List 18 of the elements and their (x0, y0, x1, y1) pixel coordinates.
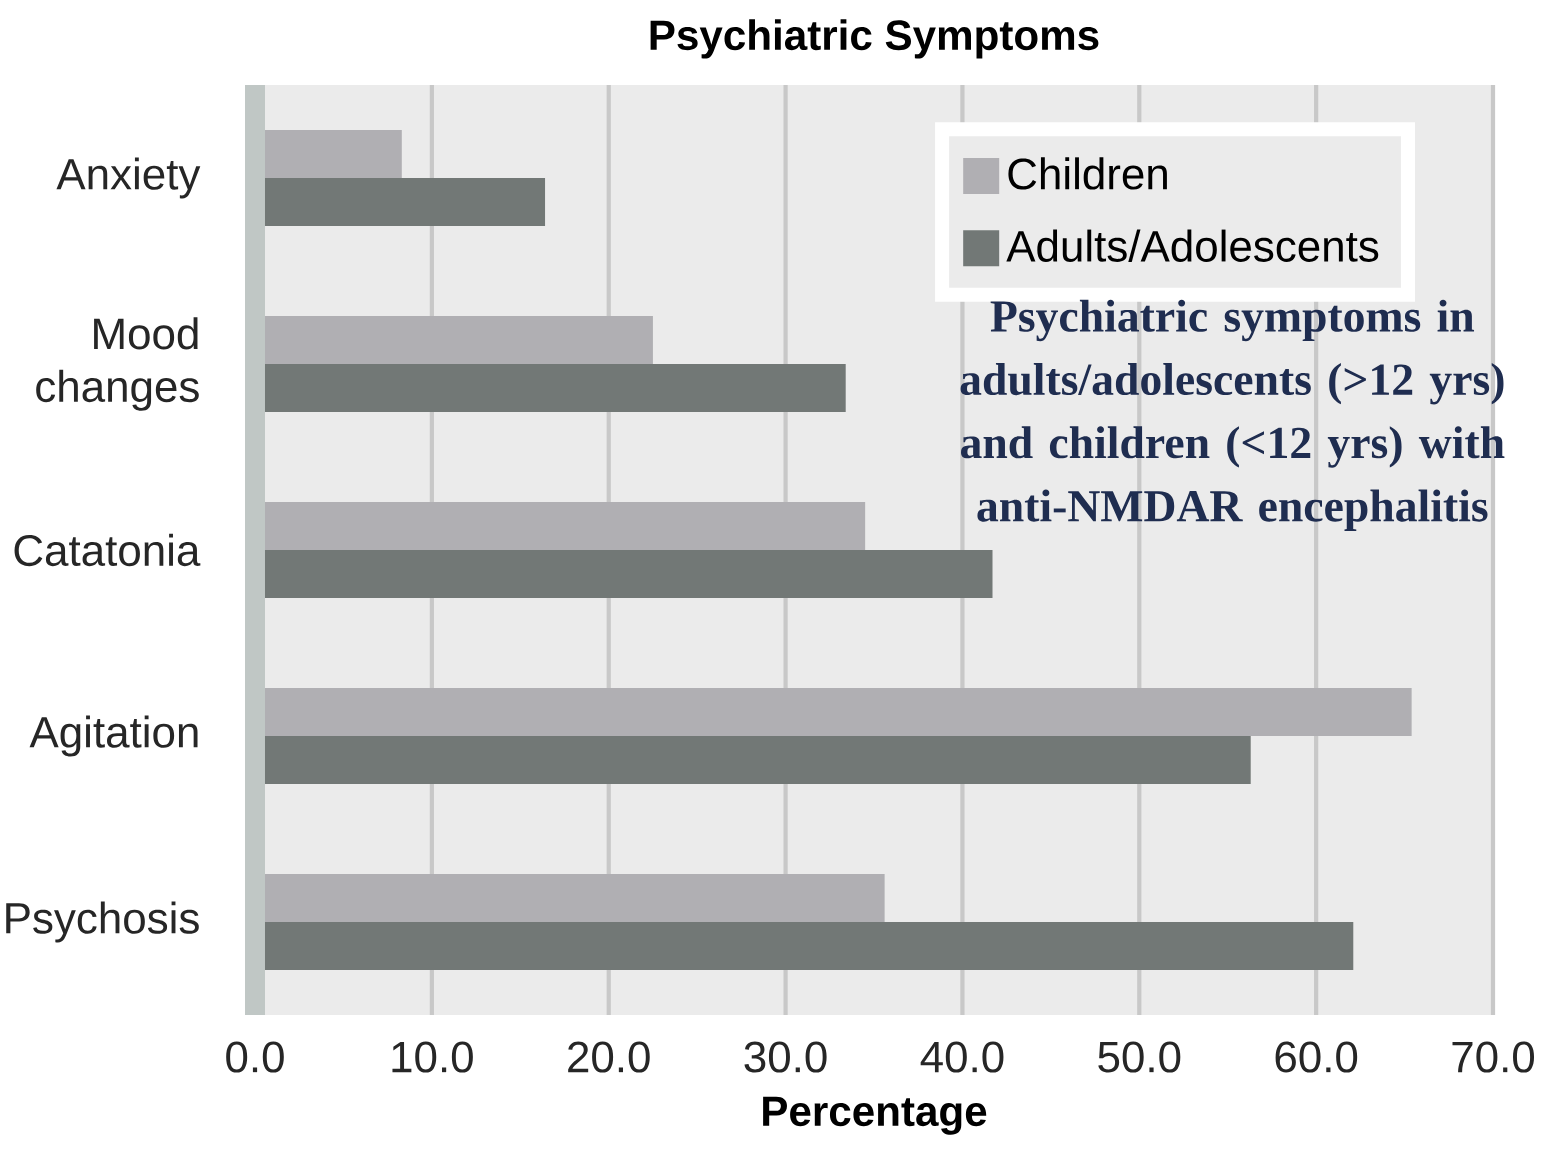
legend-label: Children (1008, 157, 1167, 190)
x-tick-label: 60.0 (1275, 1041, 1358, 1073)
x-tick-label: 30.0 (744, 1041, 827, 1073)
x-tick-label: 10.0 (392, 1041, 473, 1073)
x-tick-label: 70.0 (1452, 1041, 1535, 1073)
y-tick-label: Mood changes (36, 317, 199, 411)
chart-title: Psychiatric Symptoms (650, 19, 1099, 59)
x-tick-label: 0.0 (226, 1041, 284, 1073)
y-tick-label: Anxiety (56, 157, 201, 199)
y-tick-label: Catatonia (14, 533, 201, 567)
x-tick-label: 50.0 (1098, 1041, 1181, 1073)
x-tick-label: 20.0 (568, 1041, 650, 1073)
y-tick-label: Psychosis (6, 901, 199, 943)
legend-label: Adults/Adolescents (1006, 229, 1379, 262)
x-tick-label: 40.0 (920, 1041, 1004, 1073)
y-tick-label: Agitation (29, 715, 198, 757)
annotation: Psychiatric symptoms in adults/adolescents (>12 yrs) and children (<12 yrs) with anti-NMDAR encephalitis (960, 299, 1505, 531)
x-axis-title: Percentage (763, 1096, 987, 1135)
